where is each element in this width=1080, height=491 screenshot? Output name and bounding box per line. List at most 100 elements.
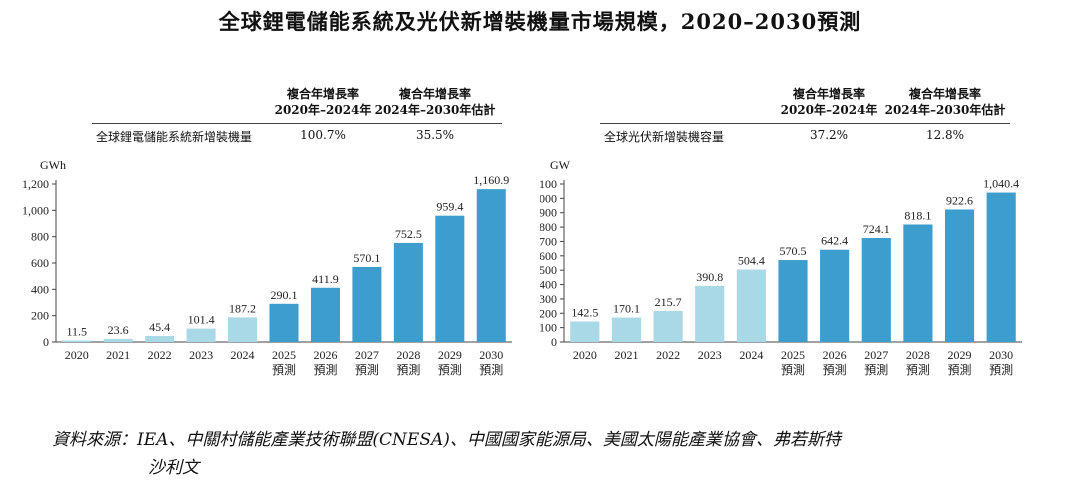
left-x-tick-label-2024: 2024: [231, 348, 255, 362]
left-value-label-2020: 11.5: [66, 324, 87, 338]
left-forecast-label-2029: 預測: [438, 363, 462, 377]
right-bar-2030: [986, 192, 1016, 342]
left-bar-2024: [228, 317, 258, 342]
left-forecast-label-2026: 預測: [313, 363, 337, 377]
left-y-tick-label: 400: [31, 282, 49, 296]
right-value-label-2020: 142.5: [571, 306, 598, 320]
right-y-tick-label: 600: [540, 249, 557, 263]
left-cagr-head-1-line2: 2020年–2024年: [274, 103, 372, 117]
right-x-tick-label-2030: 2030: [989, 348, 1013, 362]
left-bar-2020: [62, 340, 92, 342]
left-cagr-head-1-line1: 複合年增長率: [286, 87, 359, 101]
right-bar-2022: [653, 311, 683, 342]
right-x-tick-label-2021: 2021: [614, 348, 638, 362]
right-x-tick-label-2024: 2024: [739, 348, 763, 362]
right-x-tick-label-2027: 2027: [864, 348, 888, 362]
left-cagr-val-2: 35.5%: [415, 128, 455, 142]
right-y-tick-label: 300: [540, 292, 557, 306]
left-bar-2021: [103, 338, 133, 342]
right-bar-2023: [695, 285, 725, 342]
left-cagr-row-label: 全球鋰電儲能系統新增裝機量: [96, 130, 253, 144]
right-bar-2021: [611, 317, 642, 342]
left-unit-label: GWh: [40, 158, 66, 172]
right-y-tick-label: 0: [551, 335, 557, 349]
right-y-tick-label: 400: [540, 278, 557, 292]
left-value-label-2027: 570.1: [353, 251, 380, 265]
left-value-label-2029: 959.4: [436, 200, 463, 214]
right-y-tick-label: 1,000: [540, 191, 557, 205]
right-cagr-rule: [600, 123, 1010, 124]
right-value-label-2027: 724.1: [863, 222, 890, 236]
left-bar-2023: [186, 328, 216, 342]
right-forecast-label-2025: 預測: [781, 363, 805, 377]
left-bar-2025: [269, 303, 299, 342]
right-cagr-head-2-line2: 2024年–2030年估計: [884, 103, 1006, 117]
right-y-tick-label: 800: [540, 220, 557, 234]
right-bar-2028: [903, 224, 933, 342]
left-cagr-head-2: 複合年增長率 2024年–2030年估計: [370, 86, 500, 118]
source-note: 資料來源：IEA、中關村儲能產業技術聯盟(CNESA)、中國國家能源局、美國太陽…: [52, 426, 1062, 482]
right-unit-label: GW: [550, 158, 570, 172]
left-forecast-label-2027: 預測: [355, 363, 379, 377]
chart-title: 全球鋰電儲能系統及光伏新增裝機量市場規模，2020–2030預測: [218, 9, 862, 34]
right-y-tick-label: 900: [540, 206, 557, 220]
left-y-tick-label: 200: [31, 309, 49, 323]
right-x-tick-label-2028: 2028: [906, 348, 930, 362]
right-x-tick-label-2029: 2029: [948, 348, 972, 362]
left-cagr-head-2-line2: 2024年–2030年估計: [374, 103, 496, 117]
right-cagr-head-1-line2: 2020年–2024年: [780, 103, 878, 117]
right-forecast-label-2030: 預測: [989, 363, 1013, 377]
left-bar-2030: [476, 189, 506, 342]
left-bar-2028: [393, 242, 423, 342]
left-forecast-label-2028: 預測: [396, 363, 420, 377]
right-x-tick-label-2020: 2020: [573, 348, 597, 362]
left-cagr-head-1: 複合年增長率 2020年–2024年: [258, 86, 388, 118]
right-value-label-2021: 170.1: [613, 302, 640, 316]
left-y-tick-label: 600: [31, 256, 49, 270]
left-bar-2022: [145, 336, 175, 342]
right-bar-2029: [944, 209, 975, 342]
left-value-label-2030: 1,160.9: [473, 173, 509, 187]
right-value-label-2026: 642.4: [821, 234, 848, 248]
left-value-label-2023: 101.4: [188, 313, 215, 327]
left-x-tick-label-2025: 2025: [272, 348, 296, 362]
right-cagr-val-1: 37.2%: [809, 128, 849, 142]
left-bar-2027: [352, 266, 382, 342]
right-x-tick-label-2025: 2025: [781, 348, 805, 362]
left-x-tick-label-2020: 2020: [65, 348, 89, 362]
left-y-tick-label: 1,000: [22, 203, 49, 217]
left-value-label-2026: 411.9: [312, 272, 339, 286]
right-bar-2025: [778, 260, 808, 342]
right-y-tick-label: 200: [540, 306, 557, 320]
right-y-tick-label: 1,100: [540, 177, 557, 191]
left-cagr-table: 複合年增長率 2020年–2024年 複合年增長率 2024年–2030年估計 …: [0, 86, 540, 146]
right-cagr-val-2: 12.8%: [925, 128, 965, 142]
left-bar-chart: 0 200 400 600 800 1,000 1,200 11.5 2020 23.6 2021 4…: [22, 173, 512, 377]
left-bar-2029: [435, 215, 465, 342]
left-x-tick-label-2026: 2026: [313, 348, 337, 362]
left-y-tick-label: 1,200: [22, 177, 49, 191]
right-cagr-row-label: 全球光伏新增裝機容量: [604, 130, 725, 144]
left-cagr-val-1: 100.7%: [300, 128, 346, 142]
left-value-label-2024: 187.2: [229, 301, 256, 315]
left-forecast-label-2030: 預測: [479, 363, 503, 377]
left-x-tick-label-2023: 2023: [189, 348, 213, 362]
right-cagr-head-2-line1: 複合年增長率: [908, 87, 981, 101]
left-x-tick-label-2029: 2029: [438, 348, 462, 362]
right-value-label-2022: 215.7: [655, 295, 682, 309]
right-value-label-2024: 504.4: [738, 254, 765, 268]
right-forecast-label-2028: 預測: [906, 363, 930, 377]
left-cagr-rule: [92, 123, 502, 124]
left-value-label-2028: 752.5: [395, 227, 422, 241]
left-x-tick-label-2021: 2021: [106, 348, 130, 362]
right-cagr-head-1: 複合年增長率 2020年–2024年: [764, 86, 894, 118]
left-y-tick-label: 0: [43, 335, 49, 349]
right-forecast-label-2027: 預測: [864, 363, 888, 377]
left-x-tick-label-2030: 2030: [479, 348, 503, 362]
left-x-tick-label-2028: 2028: [396, 348, 420, 362]
right-value-label-2030: 1,040.4: [983, 177, 1019, 191]
right-y-tick-label: 700: [540, 234, 557, 248]
left-x-tick-label-2027: 2027: [355, 348, 379, 362]
right-y-tick-label: 100: [540, 321, 557, 335]
